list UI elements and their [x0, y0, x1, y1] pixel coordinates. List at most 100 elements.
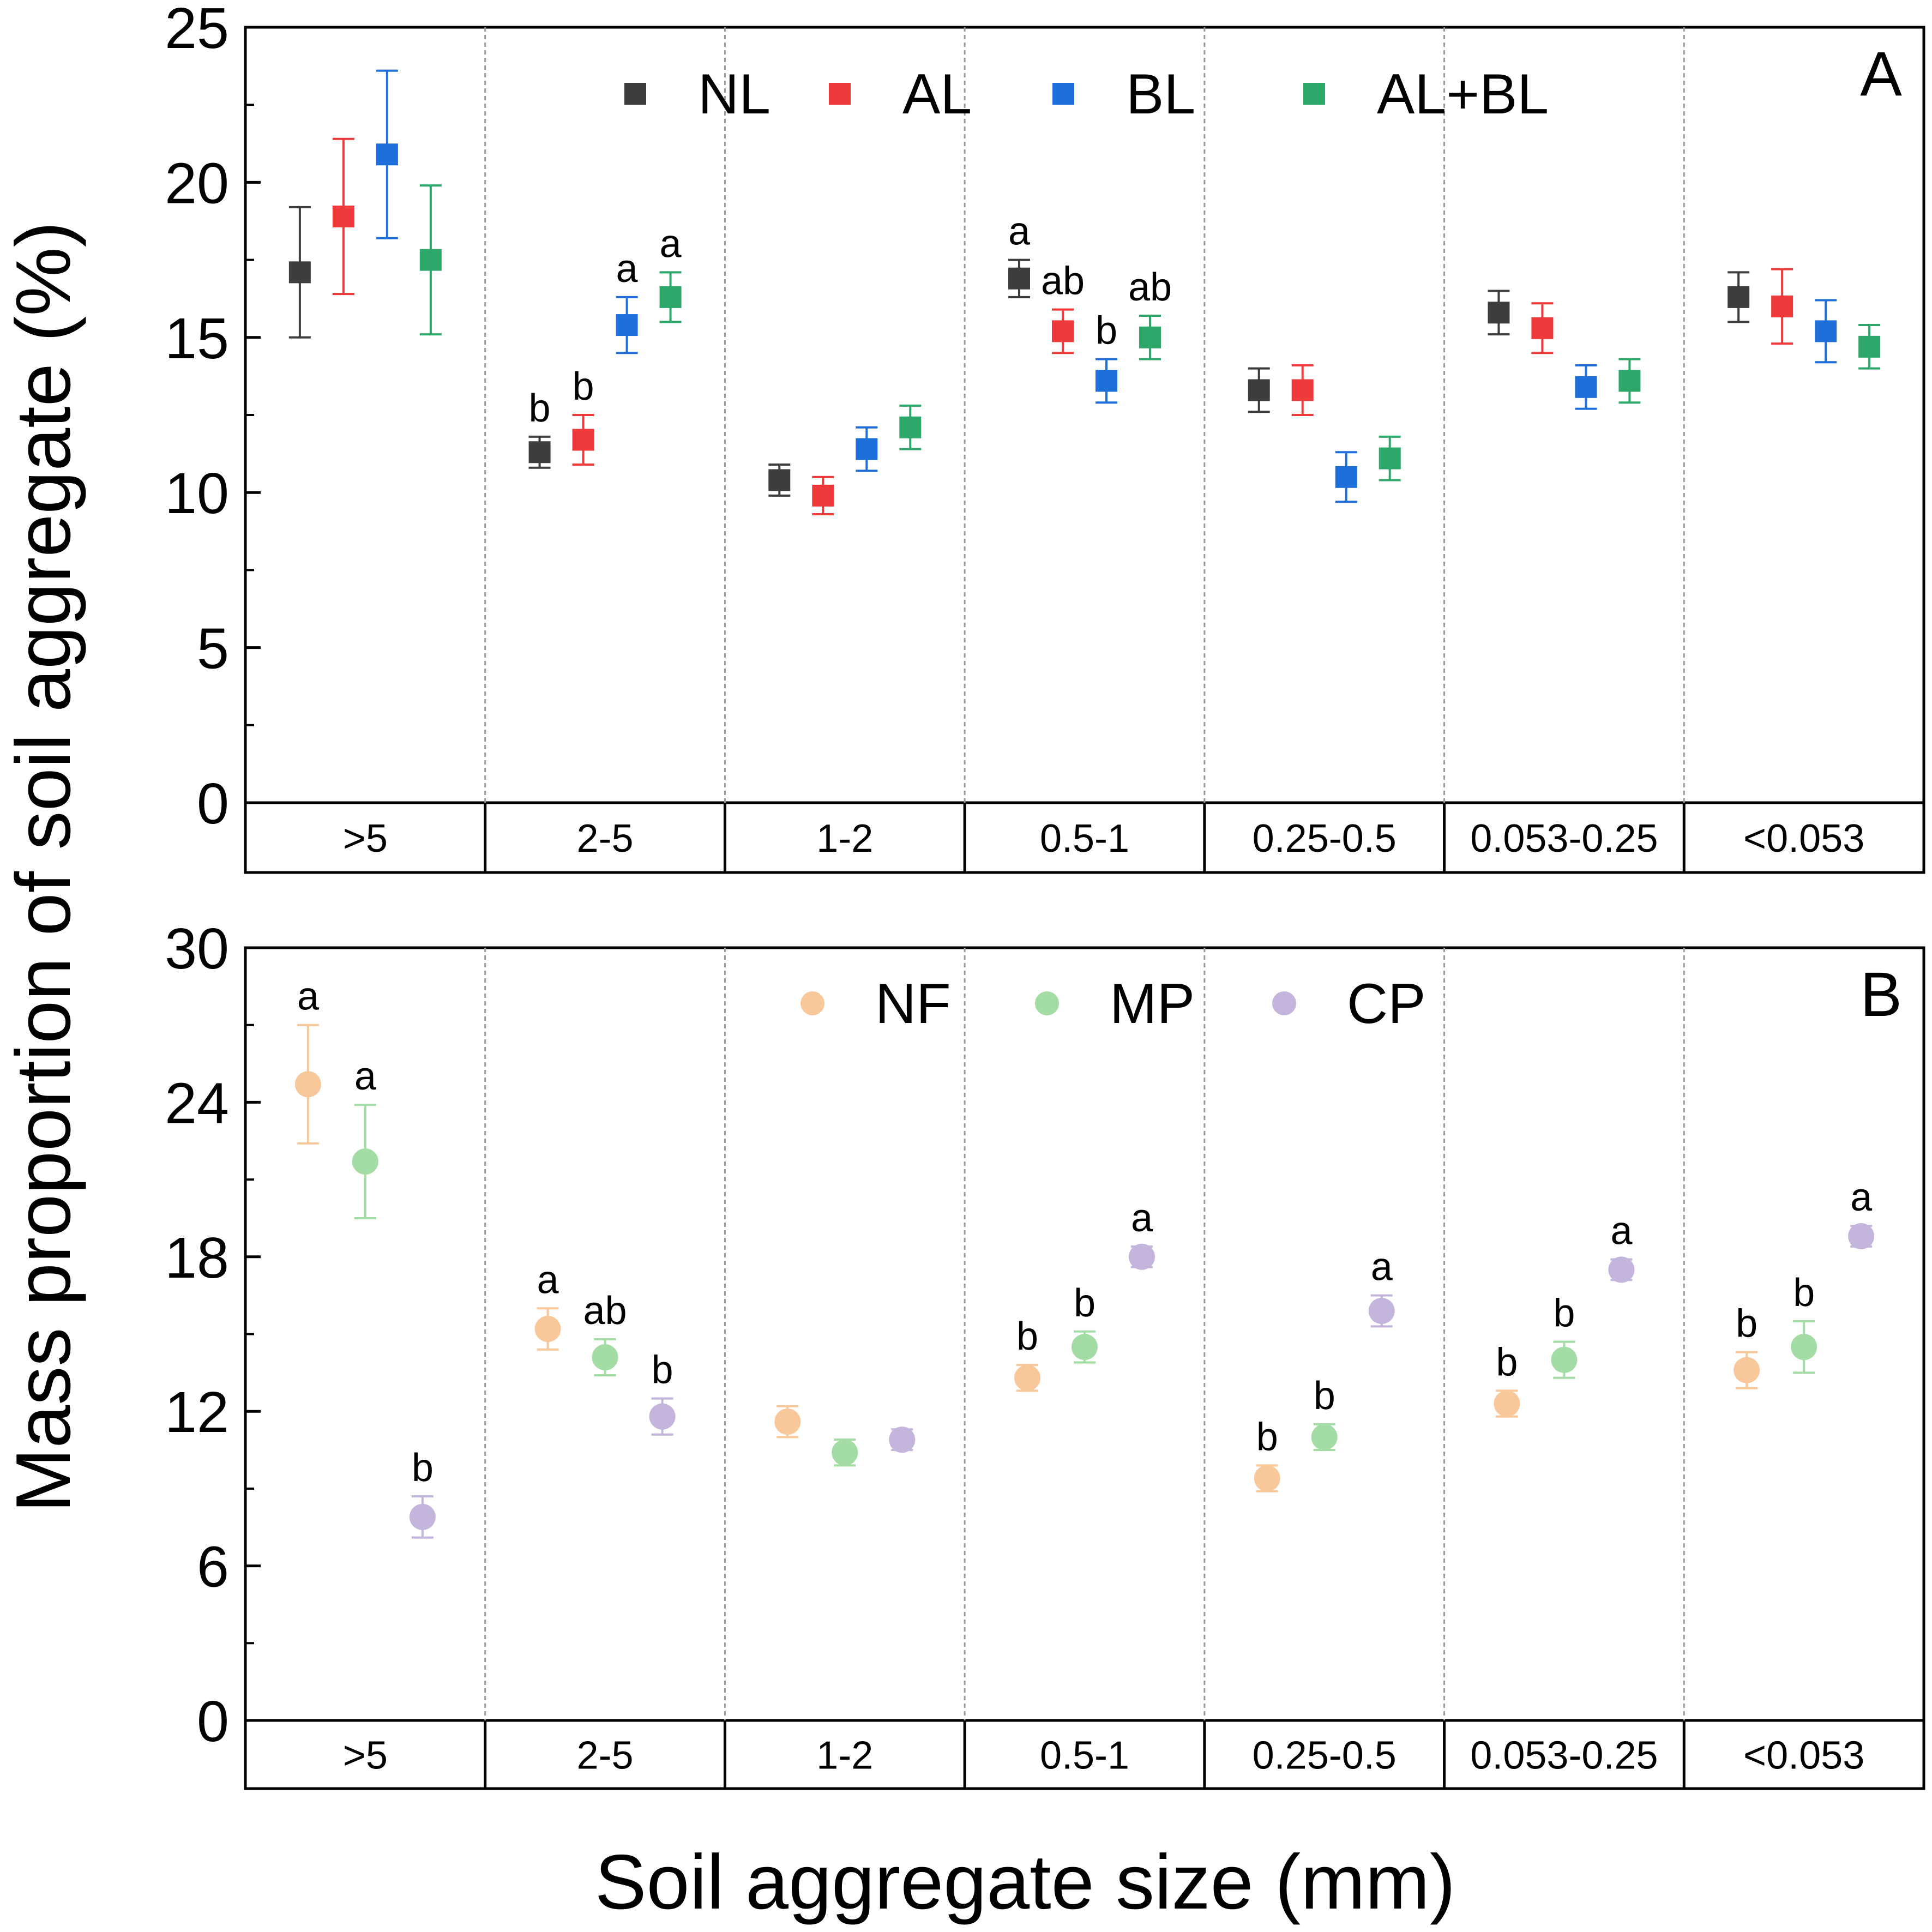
significance-letter: ab [1128, 266, 1172, 309]
legend-marker-nf [801, 991, 824, 1015]
legend-label-bl: BL [1126, 63, 1195, 126]
data-point-mp [1072, 1334, 1098, 1361]
plot-frame [244, 26, 1925, 804]
legend-marker-mp [1035, 991, 1059, 1015]
legend-label-al: AL [902, 63, 972, 126]
x-tick-label: >5 [343, 817, 388, 860]
significance-letter: a [1850, 1176, 1873, 1219]
data-point-nl [1248, 379, 1270, 401]
data-point-nf [294, 1071, 321, 1098]
data-point-nf [534, 1316, 561, 1343]
data-point-al-bl [659, 286, 682, 308]
data-point-nl [768, 469, 791, 491]
significance-letter: ab [1041, 260, 1085, 303]
significance-letter: b [1256, 1415, 1278, 1459]
data-point-al [1291, 379, 1314, 401]
significance-letter: a [537, 1258, 559, 1302]
data-point-nf [1254, 1465, 1280, 1492]
legend-label-al-bl: AL+BL [1377, 63, 1549, 126]
y-axis-label: Mass proportion of soil aggregate (%) [0, 221, 87, 1513]
significance-letter: b [1553, 1292, 1575, 1335]
legend-label-nf: NF [875, 972, 951, 1036]
legend-marker-al-bl [1303, 83, 1325, 105]
panel-a: >5 2-5 1-2 0.5-1 0.25-0.5 0.053-0.25 <0.053 0 5 1… [165, 0, 1925, 874]
data-point-mp [592, 1344, 618, 1371]
significance-letter: b [412, 1446, 434, 1490]
x-tick-label: 0.053-0.25 [1470, 1734, 1658, 1778]
x-tick-label: 0.25-0.5 [1253, 1734, 1397, 1778]
data-point-cp [649, 1403, 676, 1430]
y-tick-label: 0 [197, 772, 229, 836]
significance-letter: ab [583, 1289, 627, 1333]
legend-marker-al [829, 83, 851, 105]
y-tick-label: 5 [197, 617, 229, 681]
data-point-bl [616, 314, 638, 336]
x-tick-label: <0.053 [1743, 817, 1864, 860]
y-tick-label: 10 [165, 461, 229, 526]
x-tick-label: >5 [343, 1734, 388, 1778]
data-point-nf [1014, 1364, 1040, 1391]
category-label-box [244, 1719, 1925, 1790]
data-point-mp [1311, 1424, 1338, 1450]
data-point-al [1771, 295, 1793, 317]
x-tick-label: 0.053-0.25 [1470, 817, 1658, 860]
y-tick-label: 30 [165, 917, 229, 981]
data-point-al-bl [419, 249, 442, 271]
data-point-cp [1848, 1223, 1875, 1250]
significance-letter: b [1096, 309, 1117, 353]
legend-label-mp: MP [1110, 972, 1195, 1036]
significance-letter: a [660, 222, 682, 266]
data-point-al-bl [899, 416, 922, 438]
data-point-al [812, 484, 834, 507]
panel-label: A [1860, 39, 1902, 109]
data-point-nf [1494, 1391, 1520, 1417]
x-tick-label: 0.25-0.5 [1253, 817, 1397, 860]
data-point-cp [1608, 1256, 1635, 1283]
legend-marker-nl [624, 83, 646, 105]
data-point-al [1531, 317, 1554, 339]
x-tick-label: 2-5 [577, 817, 634, 860]
legend-marker-bl [1052, 83, 1074, 105]
y-tick-label: 6 [197, 1535, 229, 1599]
significance-letter: a [1008, 210, 1031, 254]
data-point-nl [1008, 267, 1030, 290]
y-tick-label: 12 [165, 1380, 229, 1445]
data-point-al [1052, 320, 1074, 342]
y-tick-label: 18 [165, 1226, 229, 1290]
significance-letter: a [1610, 1209, 1633, 1253]
data-point-nf [1734, 1357, 1760, 1383]
data-point-cp [1368, 1297, 1395, 1324]
data-point-al-bl [1139, 326, 1161, 348]
data-point-mp [1791, 1334, 1817, 1361]
panel-b: >5 2-5 1-2 0.5-1 0.25-0.5 0.053-0.25 <0.053 0 6 1… [165, 917, 1925, 1790]
significance-letter: b [1314, 1374, 1335, 1418]
x-tick-label: 1-2 [816, 817, 873, 860]
data-point-mp [1551, 1346, 1578, 1373]
legend-marker-cp [1272, 991, 1296, 1015]
data-point-al [332, 205, 354, 227]
x-tick-label: 0.5-1 [1040, 1734, 1129, 1778]
significance-letter: a [1131, 1196, 1153, 1240]
y-tick-label: 24 [165, 1071, 229, 1135]
category-label-box [244, 801, 1925, 874]
data-point-al-bl [1618, 370, 1641, 392]
data-point-nl [1488, 302, 1510, 324]
data-point-mp [352, 1148, 378, 1175]
data-point-bl [1335, 466, 1357, 488]
significance-letter: a [354, 1055, 377, 1098]
data-point-al-bl [1858, 335, 1881, 358]
significance-letter: b [1074, 1281, 1096, 1325]
x-tick-label: 2-5 [577, 1734, 634, 1778]
panel-label: B [1860, 960, 1902, 1030]
data-point-bl [1096, 370, 1117, 392]
significance-letter: b [1016, 1315, 1038, 1358]
data-point-cp [409, 1503, 436, 1530]
data-point-al-bl [1379, 447, 1401, 470]
legend-label-nl: NL [698, 63, 771, 126]
significance-letter: a [297, 975, 320, 1019]
data-point-cp [1129, 1243, 1155, 1270]
significance-letter: a [616, 247, 639, 291]
significance-letter: b [573, 365, 594, 408]
legend-label-cp: CP [1347, 972, 1425, 1036]
